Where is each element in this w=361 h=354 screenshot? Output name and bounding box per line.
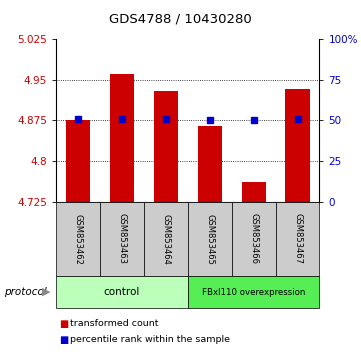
Text: ■: ■ [60, 319, 69, 329]
Bar [110, 74, 134, 202]
Text: GSM853462: GSM853462 [73, 213, 82, 264]
Text: percentile rank within the sample: percentile rank within the sample [70, 335, 230, 344]
Text: GSM853466: GSM853466 [249, 213, 258, 264]
Text: transformed count: transformed count [70, 319, 158, 329]
Bar [66, 120, 90, 202]
Text: GDS4788 / 10430280: GDS4788 / 10430280 [109, 12, 252, 25]
Text: ■: ■ [60, 335, 69, 345]
Bar [188, 202, 232, 276]
Bar [56, 276, 188, 308]
Bar [154, 91, 178, 202]
Bar [144, 202, 188, 276]
Text: GSM853464: GSM853464 [161, 213, 170, 264]
Text: GSM853465: GSM853465 [205, 213, 214, 264]
Bar [275, 202, 319, 276]
Text: control: control [104, 287, 140, 297]
Text: protocol: protocol [4, 287, 46, 297]
Bar [197, 126, 222, 202]
Text: FBxl110 overexpression: FBxl110 overexpression [202, 287, 305, 297]
Text: ▶: ▶ [42, 287, 51, 297]
Text: GSM853467: GSM853467 [293, 213, 302, 264]
Bar [232, 202, 275, 276]
Bar [188, 276, 319, 308]
Text: GSM853463: GSM853463 [117, 213, 126, 264]
Bar [100, 202, 144, 276]
Bar [242, 182, 266, 202]
Bar [286, 90, 310, 202]
Bar [56, 202, 100, 276]
